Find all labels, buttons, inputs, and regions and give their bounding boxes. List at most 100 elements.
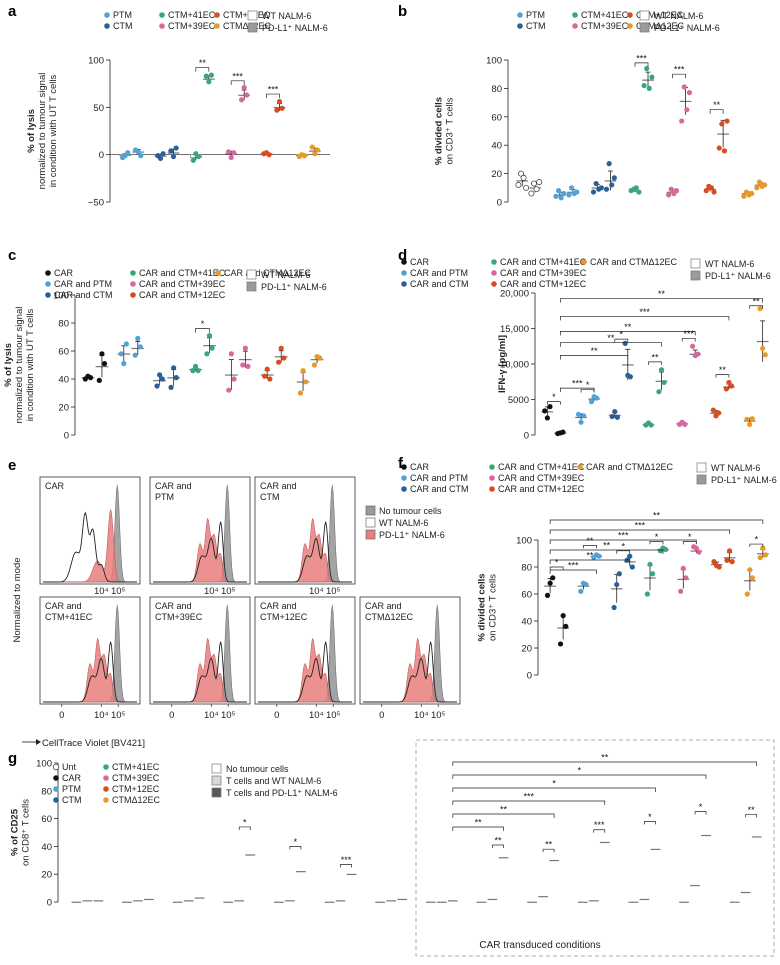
data-point xyxy=(245,363,251,369)
legend-marker xyxy=(214,12,220,18)
legend-label: CAR and CTM+41EC xyxy=(498,462,585,472)
chart-a: a −50 0 50 100 % of lysis normalized to tumour… xyxy=(8,3,330,209)
sig-bracket xyxy=(616,550,631,554)
y-tick-label: 0 xyxy=(527,671,532,682)
bar xyxy=(549,859,559,862)
panel-label-f: f xyxy=(398,455,404,472)
legend-label: CAR and CTM+39EC xyxy=(139,279,226,289)
legend-marker xyxy=(489,464,495,470)
data-point xyxy=(550,575,556,581)
data-point xyxy=(578,419,584,425)
data-point xyxy=(118,351,124,357)
data-point xyxy=(681,84,687,90)
legend-label: Unt xyxy=(62,762,77,772)
y-axis-label: in condition with UT T cells xyxy=(48,75,59,188)
chart-c: c 0 20 40 60 80 100 % of lysis normalized to tum… xyxy=(3,247,327,442)
y-tick-label: 60 xyxy=(58,347,69,358)
flow-panel-label: CAR and xyxy=(260,601,297,611)
legend-marker xyxy=(103,764,109,770)
data-point xyxy=(708,185,715,191)
y-tick-label: 5000 xyxy=(508,395,529,406)
sig-label: *** xyxy=(232,71,243,81)
data-point xyxy=(673,188,680,194)
y-tick-label: 20 xyxy=(521,644,532,655)
bar xyxy=(234,900,245,902)
y-tick-label: 100 xyxy=(53,291,69,302)
y-tick-label: 40 xyxy=(41,842,52,853)
legend-marker xyxy=(53,786,59,792)
legend-label: CTM+41EC xyxy=(112,762,160,772)
data-point xyxy=(760,345,766,351)
data-point xyxy=(719,121,725,127)
legend-swatch xyxy=(639,10,650,21)
data-point xyxy=(647,561,653,567)
data-point xyxy=(715,410,722,416)
data-point xyxy=(683,575,689,581)
data-point xyxy=(663,546,669,553)
data-point xyxy=(206,79,212,85)
region-label: CAR transduced conditions xyxy=(479,940,600,951)
legend-marker xyxy=(401,464,407,470)
y-tick-label: 40 xyxy=(58,375,69,386)
sig-bracket xyxy=(452,826,504,831)
data-point xyxy=(575,411,582,418)
flow-panel-label: CAR and xyxy=(260,481,297,491)
data-point xyxy=(710,407,716,413)
y-axis-label: % divided cells xyxy=(477,573,488,641)
sig-label: ** xyxy=(591,346,599,356)
data-point xyxy=(262,373,268,379)
data-point xyxy=(583,581,589,588)
sig-label: *** xyxy=(568,561,579,571)
data-point xyxy=(726,548,733,554)
sig-label: * xyxy=(294,837,298,847)
y-tick-label: 80 xyxy=(521,563,532,574)
data-point xyxy=(744,416,750,422)
data-point xyxy=(590,189,597,195)
y-tick-label: 0 xyxy=(99,150,104,161)
data-point xyxy=(135,335,141,341)
sig-bracket xyxy=(549,519,764,524)
bar xyxy=(538,896,548,898)
legend-marker xyxy=(627,12,633,18)
legend-marker xyxy=(103,775,109,781)
legend-marker xyxy=(401,486,407,492)
data-point xyxy=(160,151,166,157)
sig-label: *** xyxy=(524,792,535,802)
data-point xyxy=(721,148,728,154)
legend-swatch xyxy=(639,22,650,33)
flow-panel-label: CAR and xyxy=(155,481,192,491)
x-tick-label: 10⁵ xyxy=(221,586,236,597)
flow-legend-swatch xyxy=(365,529,376,540)
data-point xyxy=(228,351,234,357)
legend-label: CTM xyxy=(113,21,133,31)
data-point xyxy=(648,422,654,428)
data-point xyxy=(603,186,610,192)
legend-marker xyxy=(517,12,523,18)
wt-histogram xyxy=(363,641,457,703)
sig-label: * xyxy=(688,532,692,542)
data-point xyxy=(154,383,160,389)
bar xyxy=(245,854,256,856)
panel-label-c: c xyxy=(8,247,16,264)
data-point xyxy=(138,153,144,159)
sig-bracket xyxy=(452,761,758,766)
data-point xyxy=(303,379,309,385)
legend-label: PTM xyxy=(526,10,545,20)
legend-swatch xyxy=(246,269,257,280)
flow-frame xyxy=(39,476,141,585)
sig-bracket xyxy=(560,387,595,393)
data-point xyxy=(724,557,730,563)
legend-swatch xyxy=(696,474,707,485)
legend-label: PTM xyxy=(113,10,132,20)
flow-legend-label: PD-L1⁺ NALM-6 xyxy=(379,530,445,540)
sig-bracket xyxy=(195,328,210,333)
sig-label: ** xyxy=(607,333,615,343)
data-point xyxy=(547,580,553,586)
data-point xyxy=(724,118,730,124)
data-point xyxy=(240,362,246,368)
sig-label: *** xyxy=(635,521,646,531)
data-point xyxy=(264,366,270,372)
